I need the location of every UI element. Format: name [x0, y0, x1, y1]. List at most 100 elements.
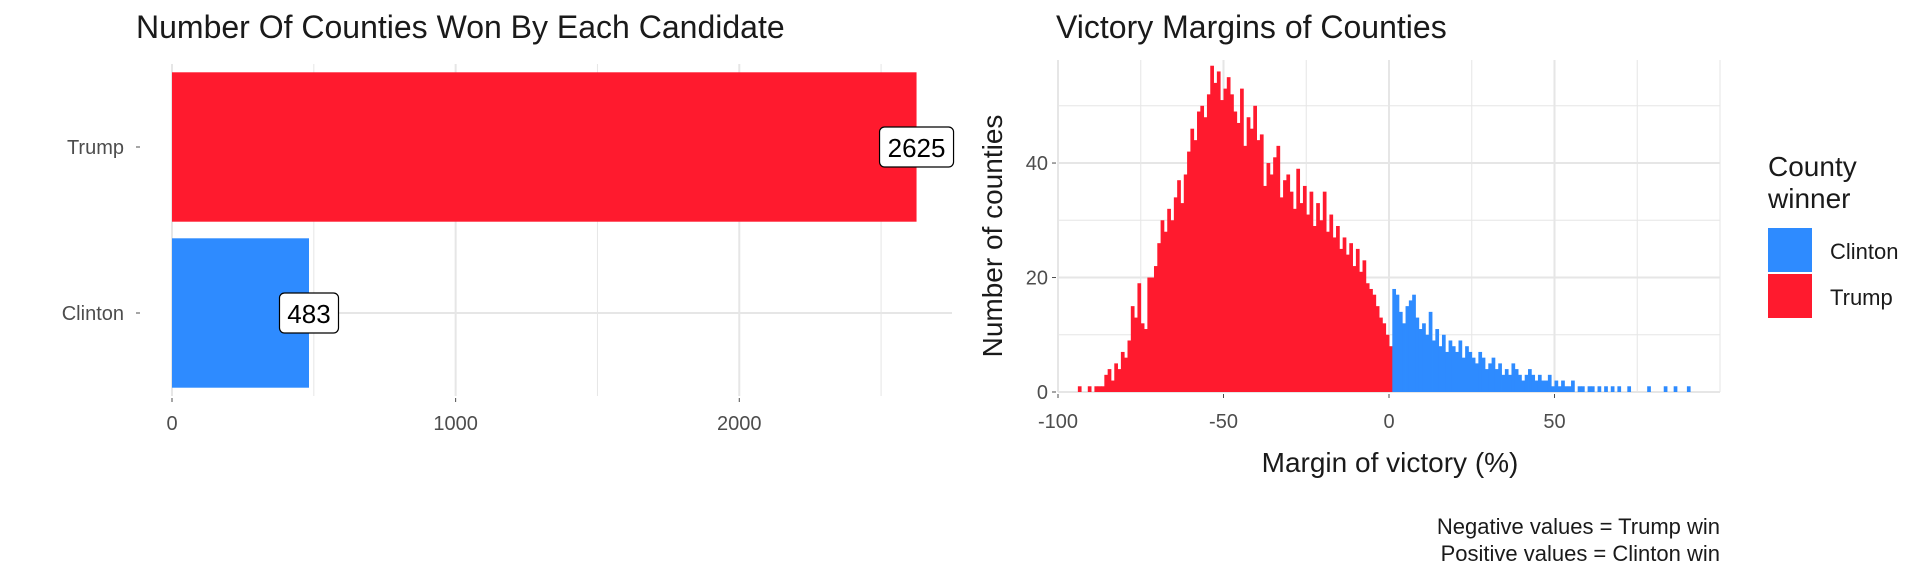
histogram-bar-clinton — [1541, 380, 1545, 392]
histogram-bar-trump — [1352, 266, 1357, 392]
histogram-bar-trump — [1345, 254, 1350, 392]
histogram-bar-trump — [1326, 231, 1330, 392]
histogram-bar-trump — [1319, 220, 1324, 392]
histogram-bar-trump — [1200, 105, 1205, 393]
histogram-bar-trump — [1177, 180, 1181, 392]
histogram-bar-clinton — [1544, 380, 1549, 392]
histogram-bar-clinton — [1547, 374, 1552, 392]
legend-key-trump — [1768, 274, 1812, 318]
histogram-bar-trump — [1127, 340, 1132, 392]
histogram-bar-clinton — [1395, 294, 1400, 392]
histogram-bar-trump — [1329, 214, 1334, 392]
histogram-bar-trump — [1289, 191, 1294, 392]
histogram-bar-clinton — [1425, 334, 1430, 392]
histogram-bar-clinton — [1405, 306, 1410, 392]
histogram-bar-clinton — [1531, 374, 1536, 392]
histogram-bar-trump — [1223, 88, 1228, 392]
histogram-bar-trump — [1233, 111, 1238, 392]
histogram-bar-clinton — [1580, 386, 1585, 392]
histogram-bar-trump — [1342, 237, 1347, 392]
histogram-bar-trump — [1226, 77, 1231, 392]
histogram-bar-clinton — [1528, 369, 1532, 392]
histogram-bar-trump — [1355, 248, 1360, 392]
x-tick-label: -50 — [1209, 411, 1238, 433]
histogram-bar-clinton — [1673, 386, 1678, 392]
histogram-bar-trump — [1216, 71, 1221, 392]
histogram-bar-trump — [1094, 386, 1099, 392]
histogram-bar-trump — [1203, 117, 1208, 392]
histogram-bar-trump — [1101, 386, 1105, 392]
histogram-bar-clinton — [1590, 386, 1595, 392]
histogram-bar-trump — [1157, 243, 1162, 392]
histogram-bar-trump — [1306, 214, 1310, 392]
histogram-bar-clinton — [1418, 329, 1423, 392]
x-tick-label: 0 — [1383, 411, 1394, 433]
histogram-bar-clinton — [1577, 386, 1582, 392]
histogram-bar-clinton — [1561, 380, 1565, 392]
histogram-bar-trump — [1379, 317, 1383, 392]
histogram-bar-clinton — [1412, 294, 1416, 392]
histogram-ticks: -100 -50 0 50 0 20 40 — [1026, 153, 1566, 433]
histogram-bar-clinton — [1554, 380, 1559, 392]
histogram-bar-trump — [1144, 329, 1148, 392]
histogram-bar-trump — [1286, 174, 1291, 392]
histogram-bar-clinton — [1521, 380, 1526, 392]
histogram-bar-trump — [1104, 374, 1109, 392]
x-tick-label: -100 — [1038, 411, 1078, 433]
x-tick-label: 1000 — [433, 413, 478, 435]
histogram-bar-trump — [1137, 283, 1142, 392]
histogram-bar-clinton — [1518, 374, 1522, 392]
histogram-y-axis-title: Number of counties — [977, 115, 1008, 358]
histogram-bar-trump — [1183, 174, 1188, 392]
histogram-bar-trump — [1167, 208, 1171, 392]
histogram-bar-trump — [1385, 334, 1390, 392]
histogram-bar-trump — [1276, 145, 1281, 392]
histogram-bar-trump — [1150, 277, 1155, 392]
histogram-bar-clinton — [1597, 386, 1602, 392]
histogram-bar-clinton — [1451, 346, 1456, 392]
histogram-bar-trump — [1077, 386, 1082, 392]
histogram-bar-trump — [1160, 220, 1165, 392]
histogram-bar-clinton — [1441, 334, 1446, 392]
histogram-bar-clinton — [1422, 323, 1426, 392]
y-tick-label: 20 — [1026, 268, 1048, 290]
y-tick-label: Trump — [67, 137, 124, 159]
histogram-bar-trump — [1230, 94, 1234, 393]
histogram-bar-clinton — [1435, 329, 1440, 392]
histogram-bar-clinton — [1402, 323, 1406, 392]
histogram-bar-clinton — [1571, 380, 1575, 392]
histogram-bar-trump — [1180, 203, 1185, 392]
legend-title-line-2: winner — [1767, 183, 1850, 214]
histogram-bar-trump — [1269, 174, 1274, 392]
histogram-bar-clinton — [1537, 374, 1542, 392]
x-tick-label: 0 — [166, 413, 177, 435]
histogram-bar-clinton — [1484, 369, 1489, 392]
histogram-bar-clinton — [1481, 357, 1486, 392]
histogram-bar-trump — [1375, 306, 1380, 392]
histogram-bar-clinton — [1458, 340, 1463, 392]
histogram-bar-trump — [1147, 277, 1152, 392]
histogram-bar-trump — [1382, 323, 1387, 392]
histogram-bar-clinton — [1475, 363, 1479, 392]
histogram-bar-clinton — [1488, 363, 1493, 392]
histogram-bar-trump — [1296, 168, 1301, 392]
histogram-bar-trump — [1130, 306, 1135, 392]
histogram-bar-clinton — [1610, 386, 1615, 392]
histogram-bar-trump — [1336, 226, 1340, 392]
histogram-bar-trump — [1283, 180, 1287, 392]
x-tick-label: 50 — [1543, 411, 1565, 433]
histogram-bar-trump — [1365, 283, 1370, 392]
histogram-bar-trump — [1372, 294, 1377, 392]
histogram-bar-clinton — [1468, 351, 1473, 392]
histogram-bar-trump — [1256, 140, 1261, 392]
histogram-bar-clinton — [1663, 386, 1668, 392]
histogram-bar-trump — [1339, 248, 1344, 392]
histogram-bar-clinton — [1647, 386, 1651, 392]
bar-chart-bars — [172, 72, 917, 388]
histogram-bar-clinton — [1494, 369, 1499, 392]
histogram-bar-clinton — [1491, 357, 1496, 392]
histogram-bars — [1077, 65, 1691, 393]
histogram-bar-clinton — [1445, 351, 1449, 392]
